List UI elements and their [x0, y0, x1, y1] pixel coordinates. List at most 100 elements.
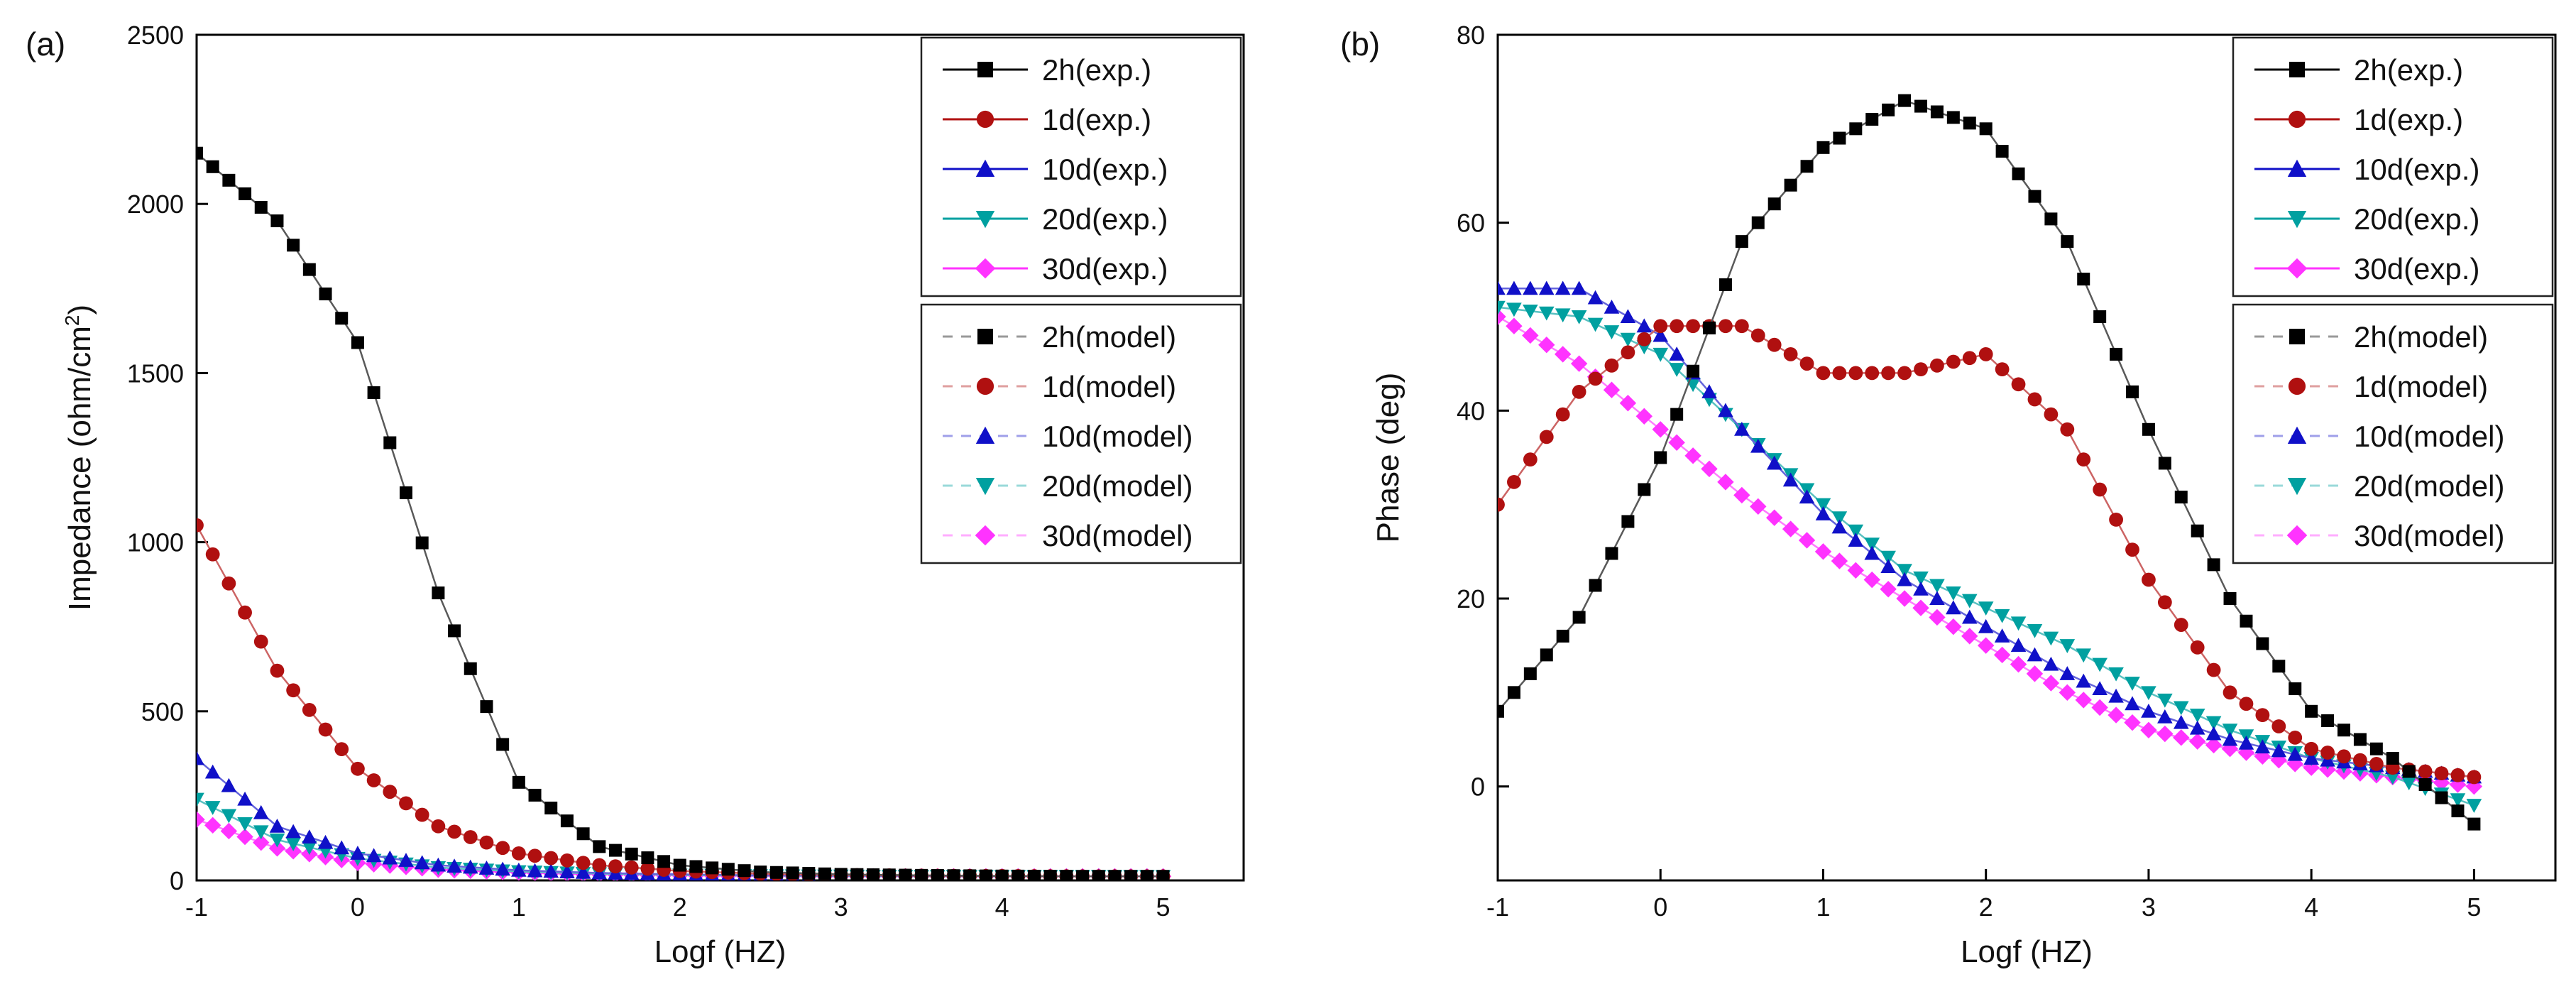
data-point: [1765, 509, 1783, 526]
legend-label: 20d(model): [2354, 469, 2504, 503]
data-point: [204, 817, 221, 834]
x-tick-label: 3: [2142, 892, 2156, 922]
data-point: [2156, 725, 2174, 743]
data-point: [2158, 457, 2171, 470]
data-point: [2434, 766, 2449, 781]
data-point: [706, 861, 719, 875]
data-point: [2240, 614, 2253, 628]
x-tick-label: 1: [512, 892, 526, 922]
data-point: [1506, 302, 1522, 317]
x-tick-label: -1: [1486, 892, 1509, 922]
legend-label: 30d(exp.): [1042, 252, 1168, 285]
data-point: [1978, 347, 1993, 361]
data-point: [2157, 595, 2172, 610]
data-point: [2304, 741, 2319, 756]
data-point: [2287, 746, 2303, 761]
data-point: [253, 804, 269, 819]
legend-experimental: 2h(exp.) 1d(exp.) 10d(exp.) 20d(exp.) 30d(ex…: [920, 36, 1242, 297]
data-point: [1914, 362, 1928, 377]
data-point: [1897, 366, 1912, 381]
data-point: [2026, 665, 2044, 682]
data-point: [2271, 719, 2286, 733]
legend-marker: [976, 377, 994, 395]
data-point: [1523, 280, 1538, 295]
data-point: [1669, 346, 1684, 361]
data-point: [1108, 870, 1122, 880]
data-point: [1848, 366, 1863, 381]
legend-label: 30d(exp.): [2354, 252, 2479, 285]
data-point: [1782, 520, 1799, 537]
data-point: [197, 750, 204, 765]
data-point: [285, 824, 301, 839]
data-point: [2011, 377, 2026, 392]
data-point: [2027, 647, 2043, 662]
data-point: [2205, 736, 2223, 754]
plot-frame: [195, 33, 1245, 882]
data-point: [448, 624, 461, 638]
data-point: [624, 860, 639, 875]
legend-marker: [2287, 478, 2307, 496]
data-point: [221, 809, 237, 824]
data-point: [1604, 299, 1620, 314]
data-point: [1092, 870, 1105, 880]
data-point: [302, 829, 317, 844]
data-point: [1961, 594, 1978, 608]
data-point: [221, 777, 237, 792]
data-point: [1523, 667, 1537, 680]
data-point: [2110, 347, 2123, 361]
data-point: [463, 830, 478, 844]
data-point: [2207, 558, 2220, 572]
data-point: [268, 840, 286, 857]
data-point: [464, 662, 477, 675]
x-tick-label: 1: [1816, 892, 1830, 922]
data-point: [2320, 746, 2335, 760]
data-point: [1800, 160, 1814, 173]
data-point: [527, 848, 542, 863]
data-point: [1815, 506, 1831, 520]
data-point: [1913, 571, 1929, 586]
data-point: [462, 859, 478, 874]
legend-label: 30d(model): [2354, 519, 2504, 552]
data-point: [1556, 629, 1569, 643]
data-point: [447, 824, 461, 839]
data-point: [269, 833, 285, 848]
legend-box: [920, 36, 1242, 297]
data-point: [1654, 451, 1667, 464]
legend-marker: [977, 329, 993, 344]
data-point: [512, 775, 525, 789]
data-point: [899, 868, 912, 880]
data-point: [2255, 708, 2270, 722]
data-point: [495, 841, 510, 856]
data-point: [1961, 628, 1978, 645]
legend-label: 10d(exp.): [1042, 153, 1168, 186]
data-point: [2059, 666, 2076, 680]
data-point: [1751, 216, 1765, 229]
data-point: [2256, 637, 2269, 650]
legend-marker: [2289, 62, 2305, 77]
data-point: [1719, 278, 1732, 292]
data-point: [576, 827, 590, 841]
data-point: [415, 807, 429, 822]
data-point: [367, 386, 380, 400]
data-point: [2418, 764, 2433, 779]
data-point: [220, 822, 238, 840]
data-point: [528, 788, 542, 802]
data-point: [480, 700, 493, 714]
y-tick-label: 1500: [127, 359, 184, 388]
data-point: [1881, 366, 1896, 381]
data-point: [1734, 422, 1750, 436]
data-point: [1498, 300, 1506, 315]
data-point: [1701, 384, 1717, 398]
legend-marker: [977, 62, 993, 77]
data-point: [1686, 319, 1700, 334]
x-tick-label: 0: [351, 892, 365, 922]
data-point: [802, 867, 816, 880]
data-point: [1831, 552, 1848, 569]
panel-label: (b): [1340, 26, 1380, 62]
data-point: [1897, 564, 1912, 579]
data-point: [1994, 628, 2010, 643]
data-point: [1652, 421, 1669, 438]
data-point: [1653, 347, 1669, 362]
data-point: [1848, 524, 1864, 539]
